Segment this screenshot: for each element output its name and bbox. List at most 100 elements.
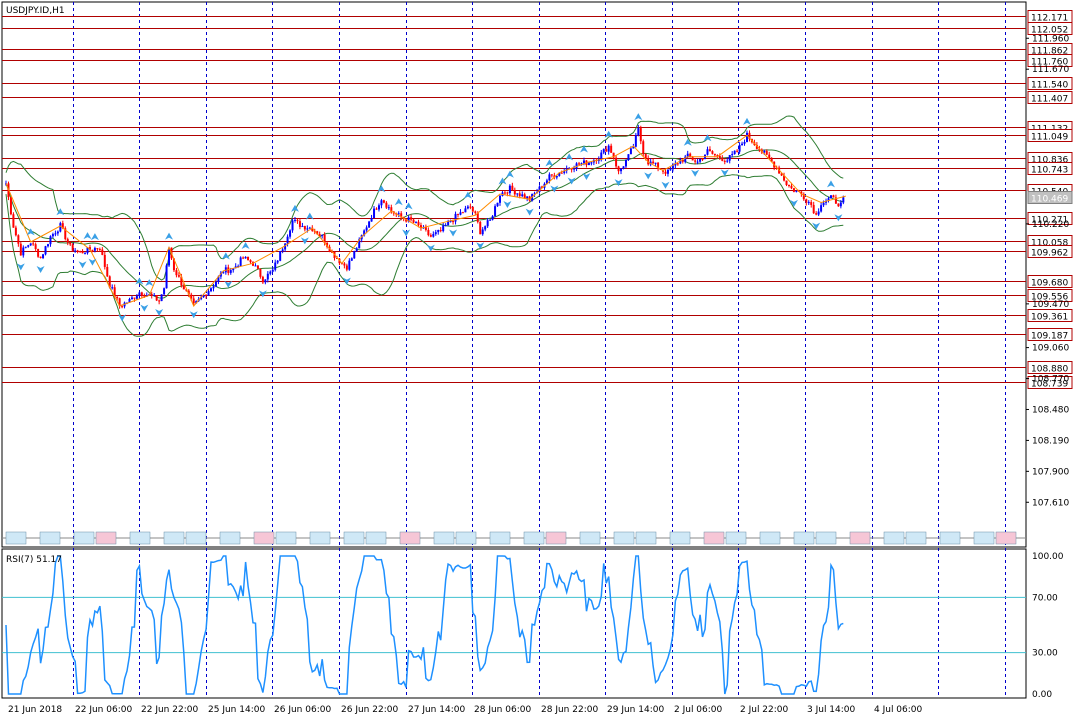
candle-body — [558, 172, 561, 176]
candle-body — [713, 153, 716, 156]
candle-body — [165, 265, 168, 289]
timeline-event-marker — [185, 531, 207, 545]
candle-body — [19, 243, 22, 256]
candle-body — [373, 208, 376, 219]
fractal-down-arrow — [118, 314, 127, 322]
zigzag-line — [5, 134, 846, 307]
candle-body — [442, 225, 445, 232]
candle-body — [158, 300, 161, 302]
candle-body — [24, 246, 27, 248]
price-tick-label: 108.480 — [1032, 405, 1069, 415]
candle-body — [521, 194, 524, 197]
candle-body — [676, 163, 679, 165]
candle-body — [116, 297, 119, 299]
current-price-label: 110.469 — [1031, 195, 1068, 205]
candle-body — [331, 251, 334, 253]
fractal-down-arrow — [644, 172, 653, 180]
candle-body — [684, 156, 687, 162]
fractal-down-arrow — [224, 280, 233, 288]
candle-body — [86, 247, 89, 254]
candle-body — [573, 168, 576, 170]
candle-body — [232, 268, 235, 271]
candle-body — [615, 157, 618, 167]
fractal-arrows — [16, 113, 843, 322]
candle-body — [523, 194, 526, 199]
candle-body — [429, 235, 432, 237]
candle-body — [118, 298, 121, 307]
fractal-down-arrow — [582, 173, 591, 181]
fractal-down-arrow — [258, 290, 267, 298]
candle-body — [382, 200, 385, 203]
candle-body — [785, 180, 788, 185]
candle-body — [654, 162, 657, 164]
candle-body — [664, 171, 667, 174]
candle-body — [168, 247, 171, 266]
price-tick-label: 111.670 — [1032, 65, 1069, 75]
candle-body — [252, 262, 254, 266]
level-price-label: 109.680 — [1031, 279, 1068, 289]
level-price-box — [1027, 289, 1073, 302]
candle-body — [296, 219, 299, 222]
candle-body — [202, 294, 205, 298]
candle-body — [726, 160, 729, 162]
level-price-label: 108.739 — [1031, 380, 1068, 390]
candle-body — [276, 260, 279, 263]
candle-body — [533, 193, 536, 195]
candle-body — [261, 276, 264, 283]
candle-body — [701, 158, 704, 160]
candle-body — [479, 221, 482, 235]
candle-body — [822, 202, 825, 206]
candle-body — [578, 163, 581, 165]
candle-body — [155, 295, 158, 301]
timeline-event-marker — [905, 531, 927, 545]
event-timeline-strip — [2, 531, 1026, 545]
price-tick-label: 109.060 — [1032, 344, 1069, 354]
candle-body — [795, 190, 798, 192]
main-chart-frame — [1, 1, 1027, 548]
candle-body — [607, 145, 610, 152]
timeline-event-marker — [579, 531, 601, 545]
fractal-up-arrow — [26, 228, 35, 236]
candle-body — [281, 249, 284, 252]
candle-body — [506, 192, 509, 194]
candle-body — [652, 161, 655, 164]
candle-body — [172, 258, 175, 271]
bollinger-lower — [5, 174, 844, 337]
level-price-box — [1027, 328, 1073, 341]
timeline-event-marker — [523, 531, 545, 545]
candle-body — [187, 290, 190, 295]
candle-body — [600, 152, 603, 160]
candle-body — [832, 195, 835, 198]
candle-body — [326, 242, 329, 247]
candle-body — [96, 248, 99, 250]
candle-body — [681, 160, 684, 162]
time-axis: 21 Jun 2018 22 Jun 06:00 22 Jun 22:00 25 Ju… — [8, 705, 923, 715]
fractal-up-arrow — [579, 145, 588, 153]
candle-body — [669, 169, 672, 171]
candle-body — [69, 242, 72, 245]
candle-body — [271, 269, 274, 272]
level-price-box — [1027, 162, 1073, 175]
rsi-tick-label: 0.00 — [1032, 690, 1052, 700]
candle-body — [605, 149, 608, 152]
level-price-box — [1027, 77, 1073, 90]
candle-body — [494, 206, 497, 217]
level-price-label: 108.880 — [1031, 365, 1068, 375]
fractal-down-arrow — [834, 214, 843, 222]
time-tick-label: 3 Jul 14:00 — [807, 705, 856, 715]
timeline-event-marker — [399, 531, 421, 545]
candle-body — [491, 216, 494, 220]
fractal-up-arrow — [743, 117, 751, 125]
candle-body — [128, 299, 131, 303]
bollinger-upper — [5, 115, 844, 281]
candle-body — [622, 166, 625, 169]
candle-body — [718, 155, 721, 159]
fractal-down-arrow — [691, 169, 700, 177]
fractal-down-arrow — [720, 169, 729, 177]
candle-body — [560, 172, 563, 174]
rsi-indicator: 100.00 70.00 30.00 0.00 — [2, 552, 1064, 700]
candle-body — [827, 198, 830, 201]
candle-body — [306, 228, 309, 230]
candle-body — [580, 163, 583, 165]
